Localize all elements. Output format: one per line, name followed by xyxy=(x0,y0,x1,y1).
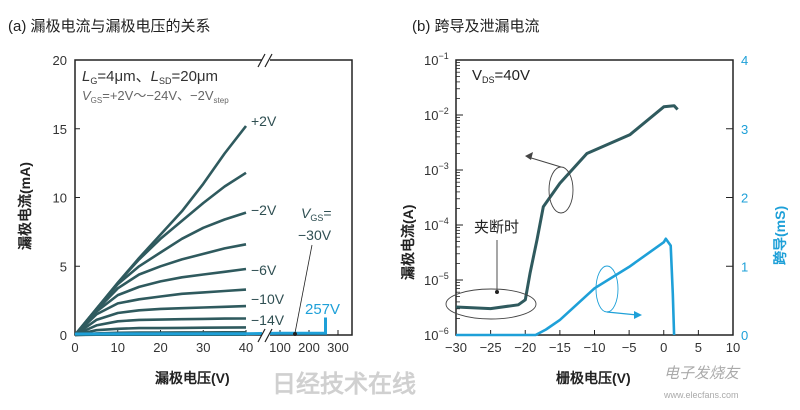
y-tick-label: 10−5 xyxy=(424,271,449,288)
id-curve-ellipse xyxy=(549,167,573,213)
y-tick-label: 5 xyxy=(60,259,67,274)
curve-label: −14V xyxy=(251,312,285,328)
drain-current-curve xyxy=(456,106,678,309)
x-tick-label: −25 xyxy=(480,340,502,355)
transconductance-curve xyxy=(456,239,674,335)
x-tick-label: −20 xyxy=(514,340,536,355)
watermark-text: 日经技术在线 xyxy=(272,370,416,398)
chart-a-annotation-1: LG=4μm、LSD=20μm xyxy=(82,68,218,86)
pinchoff-ellipse xyxy=(446,289,536,319)
x-tick-label: 10 xyxy=(111,340,125,355)
x-tick-label: 20 xyxy=(153,340,167,355)
breakdown-label: 257V xyxy=(305,301,340,318)
x-tick-label: 5 xyxy=(695,340,702,355)
chart-a-xlabel: 漏极电压(V) xyxy=(155,370,230,386)
vgs-30-dot xyxy=(293,332,297,336)
curve-vgs--4 xyxy=(75,244,246,335)
y-tick-label: 20 xyxy=(53,53,67,68)
y2-tick-label: 1 xyxy=(741,259,748,274)
y2-tick-label: 4 xyxy=(741,53,748,68)
y2-tick-label: 3 xyxy=(741,122,748,137)
chart-a: (a) 漏极电流与漏极电压的关系 0 10 20 30 40 100 200 300 0 5 10 1… xyxy=(8,18,352,386)
y2-tick-label: 0 xyxy=(741,328,748,343)
y-tick-label: 10−1 xyxy=(424,51,449,68)
y-tick-label: 10 xyxy=(53,191,67,206)
curve-label: −2V xyxy=(251,202,277,218)
y-tick-label: 0 xyxy=(60,328,67,343)
x-tick-label: 0 xyxy=(71,340,78,355)
x-tick-label: 40 xyxy=(239,340,253,355)
curve-vgs--2 xyxy=(75,213,246,335)
x-tick-label: −15 xyxy=(549,340,571,355)
vgs-30-leader xyxy=(295,245,312,333)
curve-label: +2V xyxy=(251,113,277,129)
chart-b-ylabel: 漏极电流(A) xyxy=(400,205,416,280)
x-tick-label: 200 xyxy=(298,340,320,355)
y-tick-label: 10−4 xyxy=(424,216,449,233)
pinchoff-dot xyxy=(495,290,499,294)
x-tick-label: 100 xyxy=(269,340,291,355)
x-tick-label: 10 xyxy=(726,340,740,355)
x-tick-label: 0 xyxy=(660,340,667,355)
vds-annotation: VDS=40V xyxy=(472,67,530,85)
gm-curve-ellipse xyxy=(596,266,618,312)
chart-a-title: (a) 漏极电流与漏极电压的关系 xyxy=(8,18,211,35)
vgs-30-value: −30V xyxy=(298,227,332,243)
chart-b-y2label: 跨导(mS) xyxy=(772,206,788,265)
gm-arrow-line xyxy=(607,312,637,315)
y-tick-label: 10−2 xyxy=(424,106,449,123)
id-arrow-head-icon xyxy=(525,152,533,160)
watermark-logo: 电子发烧友 xyxy=(664,365,741,382)
curve-label: −10V xyxy=(251,291,285,307)
x-tick-label: 300 xyxy=(327,340,349,355)
chart-a-annotation-2: VGS=+2V～−24V、−2Vstep xyxy=(82,88,229,105)
y-tick-label: 10−3 xyxy=(424,161,449,178)
x-tick-label: −30 xyxy=(445,340,467,355)
x-tick-label: −10 xyxy=(583,340,605,355)
vgs-30-label: VGS= xyxy=(301,205,332,223)
y2-tick-label: 2 xyxy=(741,191,748,206)
chart-b-xlabel: 栅极电压(V) xyxy=(556,370,631,386)
watermark-url: www.elecfans.com xyxy=(663,390,739,400)
x-tick-label: −5 xyxy=(622,340,637,355)
chart-a-ylabel: 漏极电流(mA) xyxy=(17,162,33,250)
gm-arrow-head-icon xyxy=(634,311,642,319)
curve-label: −6V xyxy=(251,262,277,278)
x-tick-label: 30 xyxy=(196,340,210,355)
pinchoff-label: 夹断时 xyxy=(474,219,519,236)
y-tick-label: 15 xyxy=(53,122,67,137)
chart-b-title: (b) 跨导及泄漏电流 xyxy=(412,18,540,35)
id-arrow-line xyxy=(528,157,561,167)
